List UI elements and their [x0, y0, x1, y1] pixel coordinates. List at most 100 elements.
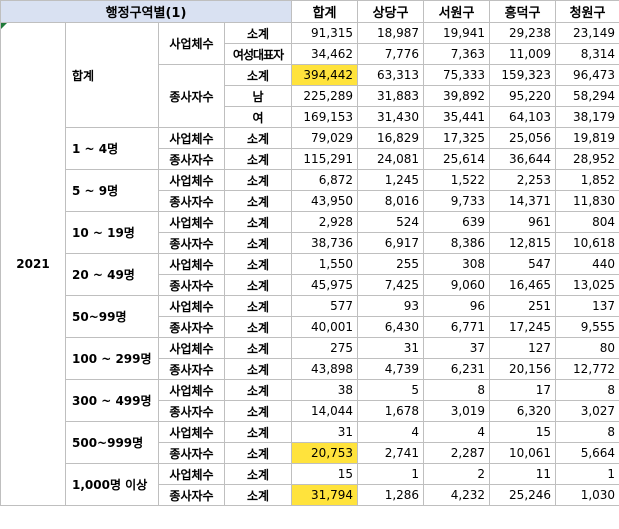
column-header: 상당구 [357, 0, 425, 23]
district-value-cell: 16,465 [489, 274, 557, 296]
subcategory-label: 소계 [223, 463, 293, 485]
total-value-cell: 1,550 [291, 253, 359, 275]
district-value-cell: 29,238 [489, 22, 557, 44]
size-group-label: 20 ~ 49명 [65, 253, 159, 296]
district-value-cell: 39,892 [423, 85, 491, 107]
district-value-cell: 9,555 [555, 316, 619, 338]
district-value-cell: 10,618 [555, 232, 619, 254]
subcategory-label: 소계 [223, 190, 293, 212]
table-row: 2021 합계 사업체수 소계 91,315 18,987 19,941 29,238 23,1… [0, 22, 619, 506]
table-row: 1 ~ 4명 사업체수 소계 79,029 16,829 17,325 25,056 19,8… [1, 127, 619, 170]
district-value-cell: 3,027 [555, 400, 619, 422]
district-value-cell: 15 [489, 421, 557, 443]
district-value-cell: 95,220 [489, 85, 557, 107]
district-value-cell: 93 [357, 295, 425, 317]
subcategory-label: 남 [223, 85, 293, 107]
subcategory-label: 소계 [223, 211, 293, 233]
subcategory-label: 소계 [223, 400, 293, 422]
district-value-cell: 524 [357, 211, 425, 233]
district-value-cell: 127 [489, 337, 557, 359]
total-value-cell: 2,928 [291, 211, 359, 233]
district-value-cell: 7,425 [357, 274, 425, 296]
total-value-cell: 45,975 [291, 274, 359, 296]
table-row: 100 ~ 299명 사업체수 소계 275 31 37 127 80 [1, 337, 619, 380]
district-value-cell: 1,286 [357, 484, 425, 506]
size-group-label: 5 ~ 9명 [65, 169, 159, 212]
district-value-cell: 4,739 [357, 358, 425, 380]
year-cell: 2021 [0, 22, 66, 506]
table-row: 300 ~ 499명 사업체수 소계 38 5 8 17 8 [1, 379, 619, 422]
category-label: 종사자수 [158, 484, 225, 506]
total-value-cell: 43,950 [291, 190, 359, 212]
total-value-cell: 394,442 [291, 64, 359, 86]
subcategory-label: 소계 [223, 316, 293, 338]
district-value-cell: 18,987 [357, 22, 425, 44]
total-value-cell: 38,736 [291, 232, 359, 254]
district-value-cell: 255 [357, 253, 425, 275]
district-value-cell: 20,156 [489, 358, 557, 380]
district-value-cell: 4,232 [423, 484, 491, 506]
category-label: 종사자수 [158, 274, 225, 296]
category-label: 사업체수 [158, 379, 225, 401]
district-value-cell: 11,009 [489, 43, 557, 65]
total-value-cell: 115,291 [291, 148, 359, 170]
district-value-cell: 35,441 [423, 106, 491, 128]
total-value-cell: 40,001 [291, 316, 359, 338]
size-group-label: 500~999명 [65, 421, 159, 464]
table-body: 2021 합계 사업체수 소계 91,315 18,987 19,941 29,238 23,1… [0, 22, 619, 506]
size-group-label: 50~99명 [65, 295, 159, 338]
district-value-cell: 5 [357, 379, 425, 401]
district-value-cell: 1,245 [357, 169, 425, 191]
table-row: 여성대표자 34,462 7,776 7,363 11,009 8,314 [1, 43, 619, 65]
subcategory-label: 소계 [223, 169, 293, 191]
district-value-cell: 38,179 [555, 106, 619, 128]
district-value-cell: 9,733 [423, 190, 491, 212]
table-row: 남 225,289 31,883 39,892 95,220 58,294 [1, 85, 619, 107]
district-value-cell: 17,325 [423, 127, 491, 149]
district-value-cell: 96 [423, 295, 491, 317]
total-value-cell: 14,044 [291, 400, 359, 422]
district-value-cell: 8,016 [357, 190, 425, 212]
district-value-cell: 5,664 [555, 442, 619, 464]
subcategory-label: 소계 [223, 379, 293, 401]
district-value-cell: 547 [489, 253, 557, 275]
size-group-label: 300 ~ 499명 [65, 379, 159, 422]
size-group-label: 1 ~ 4명 [65, 127, 159, 170]
district-value-cell: 6,917 [357, 232, 425, 254]
district-value-cell: 64,103 [489, 106, 557, 128]
district-value-cell: 24,081 [357, 148, 425, 170]
district-value-cell: 37 [423, 337, 491, 359]
category-label: 종사자수 [158, 316, 225, 338]
subcategory-label: 소계 [223, 253, 293, 275]
district-value-cell: 4 [357, 421, 425, 443]
district-value-cell: 639 [423, 211, 491, 233]
district-value-cell: 36,644 [489, 148, 557, 170]
district-value-cell: 12,815 [489, 232, 557, 254]
district-value-cell: 19,941 [423, 22, 491, 44]
category-label: 사업체수 [158, 253, 225, 275]
district-value-cell: 6,430 [357, 316, 425, 338]
subcategory-label: 소계 [223, 148, 293, 170]
district-value-cell: 440 [555, 253, 619, 275]
district-value-cell: 961 [489, 211, 557, 233]
district-value-cell: 3,019 [423, 400, 491, 422]
district-value-cell: 7,363 [423, 43, 491, 65]
total-value-cell: 34,462 [291, 43, 359, 65]
table-row: 50~99명 사업체수 소계 577 93 96 251 137 [1, 295, 619, 338]
district-value-cell: 14,371 [489, 190, 557, 212]
subcategory-label: 소계 [223, 22, 293, 44]
category-label: 종사자수 [158, 442, 225, 464]
subcategory-label: 소계 [223, 484, 293, 506]
district-value-cell: 9,060 [423, 274, 491, 296]
district-value-cell: 8 [423, 379, 491, 401]
district-value-cell: 16,829 [357, 127, 425, 149]
data-table: 행정구역별(1) 합계 상당구 서원구 흥덕구 청원구 2021 합계 사업체수 소계… [0, 0, 619, 506]
district-value-cell: 10,061 [489, 442, 557, 464]
district-value-cell: 159,323 [489, 64, 557, 86]
district-value-cell: 8 [555, 379, 619, 401]
district-value-cell: 1,522 [423, 169, 491, 191]
total-value-cell: 577 [291, 295, 359, 317]
table-row: 5 ~ 9명 사업체수 소계 6,872 1,245 1,522 2,253 1,852 [1, 169, 619, 212]
subcategory-label: 소계 [223, 421, 293, 443]
subcategory-label: 소계 [223, 442, 293, 464]
